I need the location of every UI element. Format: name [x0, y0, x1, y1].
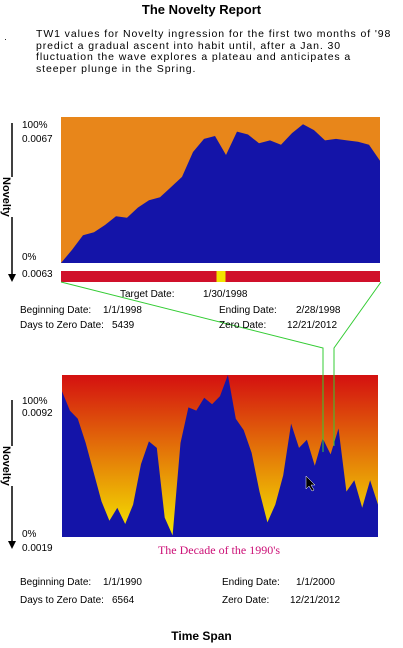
bottom-zero-date-value: 12/21/2012 — [290, 595, 341, 606]
y-axis-arrowhead-bottom — [8, 541, 16, 549]
y-axis-arrowhead-top — [8, 274, 16, 282]
bottom-ending-date-label: Ending Date: — [222, 577, 280, 588]
zoom-connector-left — [60, 281, 324, 452]
decade-label: The Decade of the 1990's — [157, 543, 281, 557]
zoom-connector-right — [333, 281, 382, 446]
top-y-axis-label: Novelty — [0, 177, 14, 217]
bottom-tick-0pct: 0% — [22, 529, 37, 540]
top-tick-100pct: 100% — [22, 120, 48, 131]
bottom-beginning-date-label: Beginning Date: — [20, 577, 92, 588]
bottom-tick-max-value: 0.0092 — [22, 408, 53, 419]
top-tick-min-value: 0.0063 — [22, 269, 53, 280]
top-chart-area — [61, 124, 380, 263]
page-title: The Novelty Report — [141, 2, 262, 17]
report-description: TW1 values for Novelty ingression for th… — [36, 28, 392, 75]
bullet-mark: · — [4, 34, 7, 44]
bottom-zero-date-label: Zero Date: — [222, 595, 270, 606]
bottom-days-to-zero-label: Days to Zero Date: — [20, 595, 104, 606]
target-date-marker — [216, 271, 226, 282]
top-days-to-zero-label: Days to Zero Date: — [20, 320, 104, 331]
bottom-tick-100pct: 100% — [22, 396, 48, 407]
bottom-chart-area — [62, 375, 378, 537]
top-zero-date-label: Zero Date: — [219, 320, 267, 331]
top-beginning-date-value: 1/1/1998 — [103, 305, 142, 316]
time-span-label: Time Span — [171, 629, 232, 643]
top-ending-date-value: 2/28/1998 — [296, 305, 341, 316]
target-date-label: Target Date: — [120, 289, 175, 300]
top-tick-0pct: 0% — [22, 252, 37, 263]
bottom-days-to-zero-value: 6564 — [112, 595, 135, 606]
top-tick-max-value: 0.0067 — [22, 134, 53, 145]
top-beginning-date-label: Beginning Date: — [20, 305, 92, 316]
mouse-cursor-icon — [305, 475, 316, 492]
top-zero-date-value: 12/21/2012 — [287, 320, 338, 331]
bottom-y-axis-label: Novelty — [0, 446, 14, 486]
bottom-beginning-date-value: 1/1/1990 — [103, 577, 142, 588]
bottom-tick-min-value: 0.0019 — [22, 543, 53, 554]
target-date-value: 1/30/1998 — [203, 289, 248, 300]
bottom-ending-date-value: 1/1/2000 — [296, 577, 335, 588]
top-ending-date-label: Ending Date: — [219, 305, 277, 316]
top-days-to-zero-value: 5439 — [112, 320, 135, 331]
